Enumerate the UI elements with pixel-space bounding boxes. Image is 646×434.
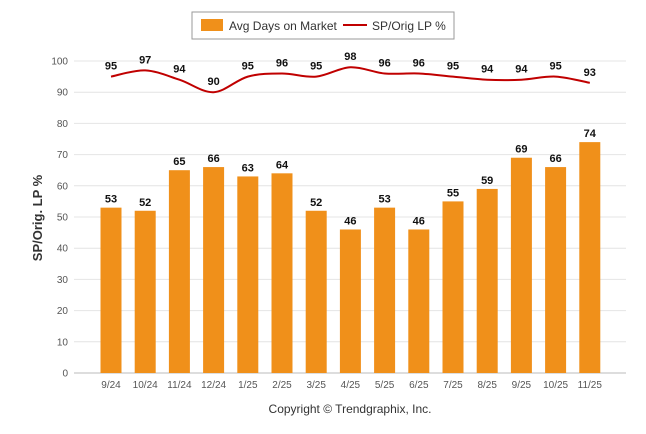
bar-data-labels: 53 52 65 66 63 64 52 46 53 46 55 59 69 66 74 [105, 128, 597, 227]
bar-data-label: 52 [139, 197, 151, 209]
x-tick-label: 9/25 [512, 380, 532, 391]
bar [442, 201, 464, 373]
bar-data-label: 46 [413, 215, 425, 227]
bar-data-label: 64 [276, 159, 289, 171]
y-tick-labels: 0 10 20 30 40 50 60 70 80 90 100 [51, 57, 68, 380]
y-tick-label: 40 [57, 244, 69, 255]
line-data-label: 94 [481, 64, 494, 76]
line-path [110, 66, 590, 94]
y-tick-label: 90 [57, 88, 69, 99]
bar-data-label: 52 [310, 197, 322, 209]
line-data-label: 93 [584, 67, 596, 79]
y-tick-label: 70 [57, 150, 69, 161]
line-data-label: 95 [242, 61, 254, 73]
line-data-label: 95 [310, 61, 322, 73]
x-tick-label: 9/24 [101, 380, 121, 391]
x-tick-label: 1/25 [238, 380, 258, 391]
bar-data-label: 74 [584, 128, 597, 140]
y-tick-label: 60 [57, 181, 69, 192]
bar-data-label: 69 [515, 144, 527, 156]
x-tick-labels: 9/24 10/24 11/24 12/24 1/25 2/25 3/25 4/25 5/25 6… [101, 380, 602, 391]
bar [203, 167, 225, 373]
bar [408, 229, 430, 373]
y-tick-label: 50 [57, 213, 69, 224]
bar [476, 188, 498, 373]
bar-data-label: 59 [481, 175, 493, 187]
y-tick-label: 10 [57, 337, 69, 348]
y-tick-label: 20 [57, 306, 69, 317]
x-tick-label: 11/24 [167, 380, 192, 391]
y-tick-label: 80 [57, 119, 69, 130]
bar [305, 210, 327, 373]
x-tick-label: 6/25 [409, 380, 429, 391]
line-data-label: 95 [549, 61, 561, 73]
line-data-label: 96 [413, 57, 425, 69]
line-data-label: 94 [173, 64, 186, 76]
x-tick-label: 2/25 [272, 380, 292, 391]
bar [510, 157, 532, 373]
line-data-label: 96 [276, 57, 288, 69]
bar-data-label: 53 [378, 194, 390, 206]
bar [374, 207, 396, 373]
bar-data-label: 55 [447, 187, 459, 199]
line-data-label: 97 [139, 54, 151, 66]
bar [168, 170, 190, 373]
line-data-label: 95 [105, 61, 117, 73]
legend-box [191, 11, 455, 40]
y-tick-label: 100 [51, 57, 68, 68]
legend: Avg Days on Market SP/Orig LP % [191, 11, 455, 40]
line-series [110, 66, 590, 94]
bar-data-label: 66 [549, 153, 561, 165]
x-tick-label: 7/25 [443, 380, 463, 391]
legend-label-line: SP/Orig LP % [372, 19, 446, 33]
bar [271, 173, 293, 373]
legend-swatch-bar [201, 19, 223, 31]
bar [545, 167, 567, 373]
x-tick-label: 10/25 [543, 380, 568, 391]
y-axis-label: SP/Orig. LP % [30, 174, 45, 261]
y-tick-label: 0 [62, 369, 68, 380]
x-tick-label: 4/25 [341, 380, 361, 391]
x-tick-label: 12/24 [201, 380, 226, 391]
bar-data-label: 53 [105, 194, 117, 206]
line-data-label: 95 [447, 61, 459, 73]
legend-label-bar: Avg Days on Market [229, 19, 337, 33]
y-tick-label: 30 [57, 275, 69, 286]
bar-data-label: 46 [344, 215, 356, 227]
bar-data-label: 65 [173, 156, 185, 168]
x-tick-label: 3/25 [306, 380, 326, 391]
x-tick-label: 5/25 [375, 380, 395, 391]
line-data-label: 94 [515, 64, 528, 76]
x-tick-label: 8/25 [477, 380, 497, 391]
line-data-label: 96 [378, 57, 390, 69]
bar [579, 142, 601, 373]
bar [339, 229, 361, 373]
line-data-label: 98 [344, 51, 356, 63]
bar [237, 176, 259, 373]
copyright-text: Copyright © Trendgraphix, Inc. [269, 402, 432, 416]
bar-data-label: 66 [207, 153, 219, 165]
bar [134, 210, 156, 373]
line-data-label: 90 [207, 76, 219, 88]
x-tick-label: 10/24 [133, 380, 158, 391]
bars [100, 142, 601, 373]
line-data-labels: 95 97 94 90 95 96 95 98 96 96 95 94 94 95 93 [105, 51, 596, 88]
x-tick-label: 11/25 [578, 380, 603, 391]
bar [100, 207, 122, 373]
bar-data-label: 63 [242, 162, 254, 174]
